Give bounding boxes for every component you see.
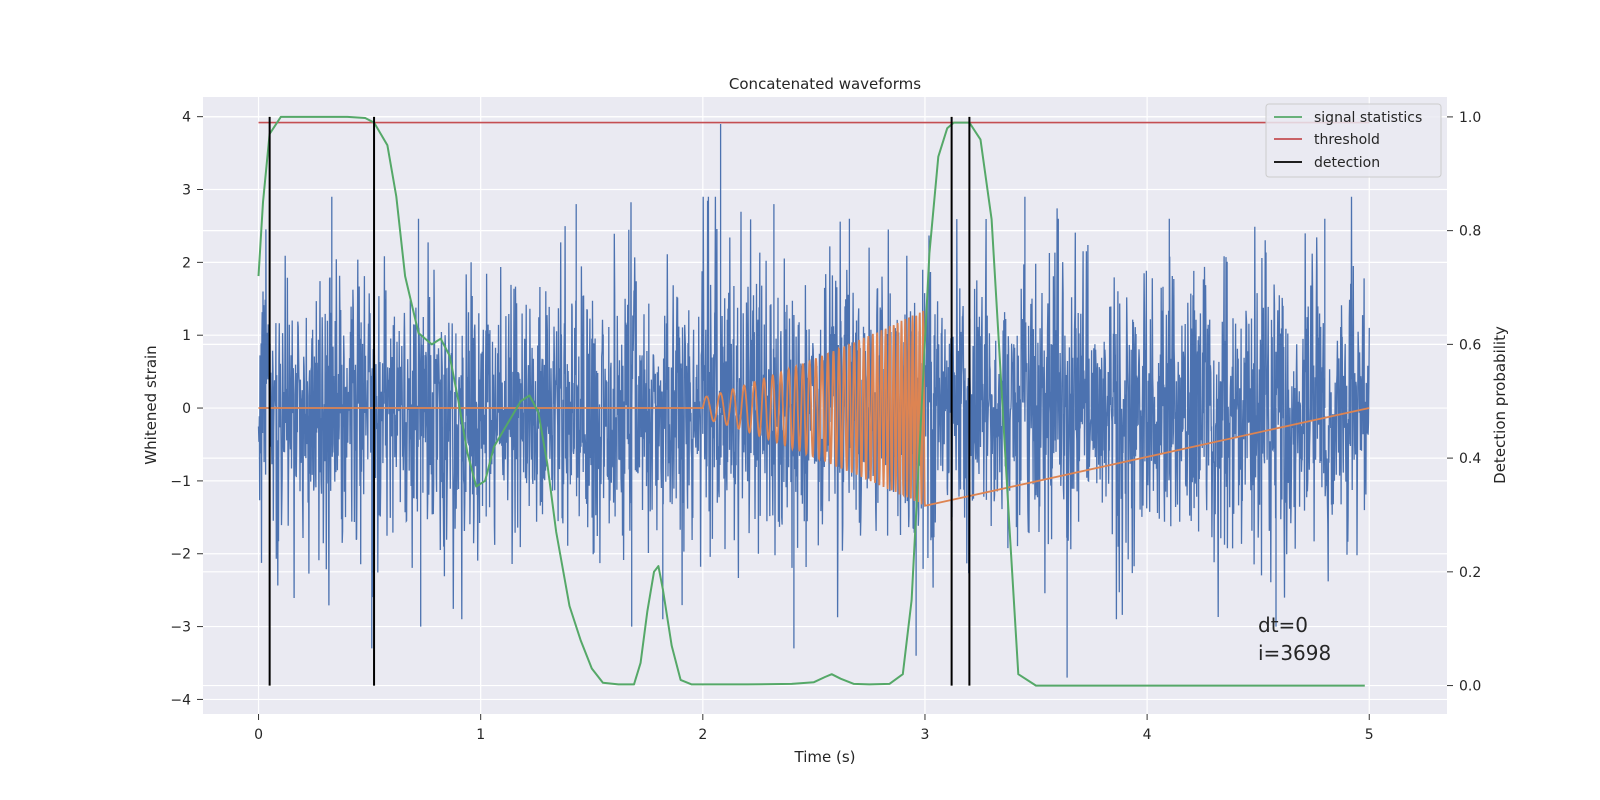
series-injected-chirp (258, 310, 1370, 507)
y-tick: 2 (182, 255, 203, 271)
y2-tick-label: 0.8 (1459, 224, 1481, 240)
y-tick-label: 0 (182, 401, 191, 417)
x-tick-label: 3 (921, 727, 930, 743)
chart-title: Concatenated waveforms (729, 75, 921, 93)
plot-series (257, 115, 1370, 687)
y-tick-label: 4 (182, 110, 191, 126)
y-tick-label: −3 (170, 620, 191, 636)
x-tick: 4 (1143, 714, 1152, 743)
y-axis-left: −4 −3 −2 −1 0 1 2 3 4 (170, 110, 203, 708)
annotation: dt=0 i=3698 (1258, 613, 1331, 665)
y-tick: −2 (170, 547, 203, 563)
x-tick: 0 (254, 714, 263, 743)
x-axis-label: Time (s) (794, 748, 856, 766)
y-axis-label: Whitened strain (142, 345, 160, 464)
y-tick: −1 (170, 474, 203, 490)
legend: signal statistics threshold detection (1265, 103, 1442, 178)
x-tick-label: 1 (476, 727, 485, 743)
y2-tick: 0.4 (1447, 451, 1481, 467)
y-tick: −4 (170, 692, 203, 708)
y2-tick-label: 0.4 (1459, 451, 1481, 467)
x-tick-label: 0 (254, 727, 263, 743)
legend-label-signal-statistics: signal statistics (1314, 110, 1422, 126)
y-tick-label: −2 (170, 547, 191, 563)
x-tick-label: 5 (1365, 727, 1374, 743)
y-tick: −3 (170, 620, 203, 636)
y2-tick: 1.0 (1447, 110, 1481, 126)
legend-label-detection: detection (1314, 155, 1380, 171)
y2-tick: 0.2 (1447, 565, 1481, 581)
y-tick: 1 (182, 328, 203, 344)
annotation-index: i=3698 (1258, 641, 1331, 665)
y-axis-right: 0.0 0.2 0.4 0.6 0.8 1.0 (1447, 110, 1481, 695)
y-tick-label: −1 (170, 474, 191, 490)
y2-tick-label: 1.0 (1459, 110, 1481, 126)
y-tick-label: 2 (182, 255, 191, 271)
y2-tick: 0.8 (1447, 224, 1481, 240)
legend-box (1265, 103, 1442, 178)
x-tick: 2 (698, 714, 707, 743)
y-tick-label: −4 (170, 692, 191, 708)
x-tick-label: 2 (698, 727, 707, 743)
x-tick: 5 (1365, 714, 1374, 743)
annotation-dt: dt=0 (1258, 613, 1308, 637)
x-axis: 0 1 2 3 4 5 (254, 714, 1374, 743)
legend-label-threshold: threshold (1314, 132, 1380, 148)
x-tick: 3 (921, 714, 930, 743)
y2-tick-label: 0.2 (1459, 565, 1481, 581)
y2-tick: 0.6 (1447, 337, 1481, 353)
x-tick-label: 4 (1143, 727, 1152, 743)
y-tick-label: 1 (182, 328, 191, 344)
y2-tick-label: 0.0 (1459, 679, 1481, 695)
y2-tick: 0.0 (1447, 679, 1481, 695)
x-tick: 1 (476, 714, 485, 743)
y-tick: 0 (182, 401, 203, 417)
y-tick: 3 (182, 183, 203, 199)
y-tick: 4 (182, 110, 203, 126)
y2-axis-label: Detection probability (1491, 326, 1509, 484)
series-signal-statistics (257, 115, 1365, 687)
y2-tick-label: 0.6 (1459, 337, 1481, 353)
y-tick-label: 3 (182, 183, 191, 199)
